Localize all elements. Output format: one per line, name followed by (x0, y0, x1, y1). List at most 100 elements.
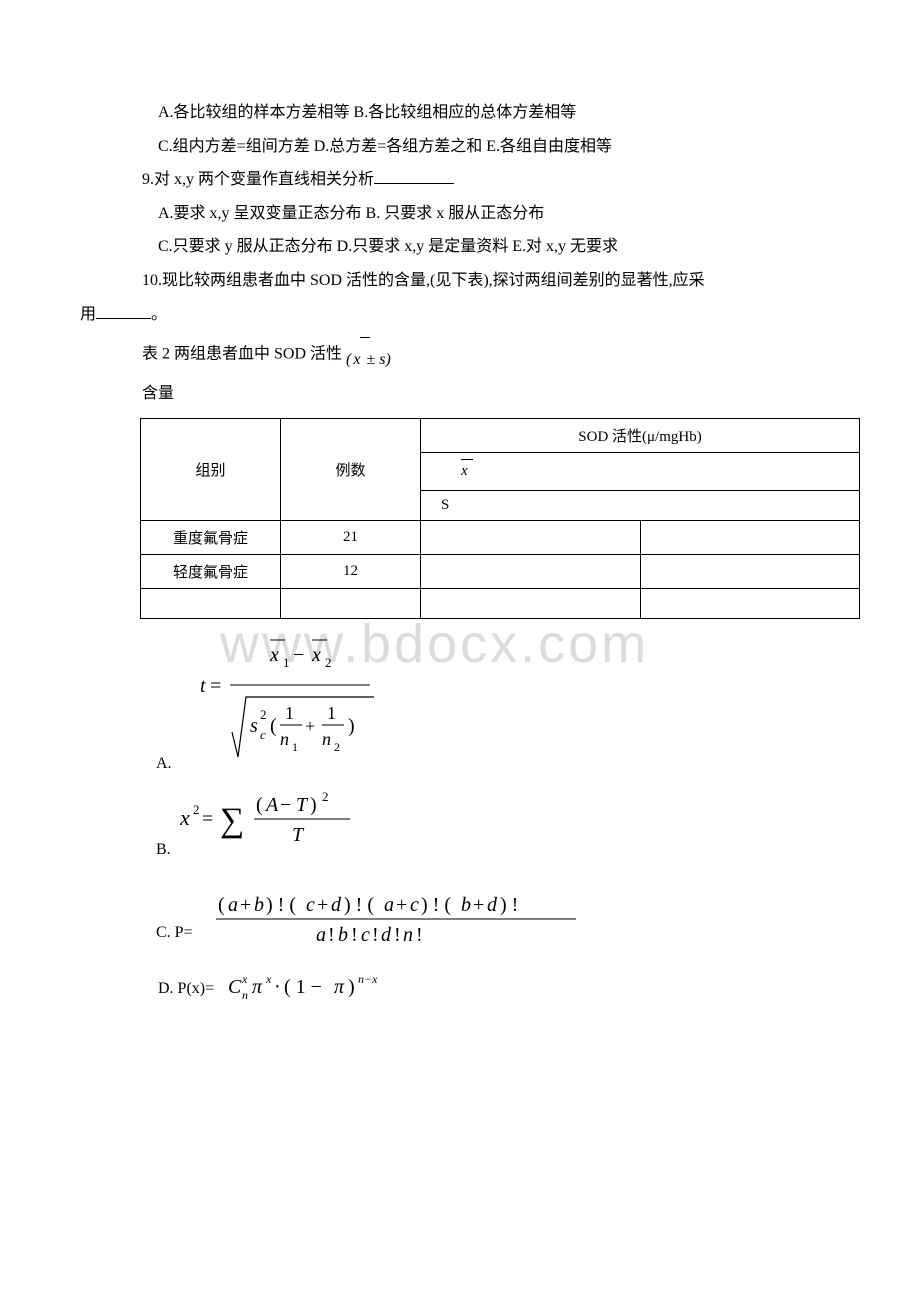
col-group-header: 组别 (141, 419, 281, 521)
svg-text:=: = (210, 675, 221, 697)
svg-text:+: + (240, 894, 251, 916)
q10-stem-line1: 10.现比较两组患者血中 SOD 活性的含量,(见下表),探讨两组间差别的显著性… (80, 268, 840, 294)
svg-text:n: n (322, 729, 331, 749)
svg-text:b: b (461, 894, 471, 916)
empty-cell (421, 589, 641, 619)
svg-text:a: a (228, 894, 238, 916)
xbar-header: x (421, 453, 860, 491)
svg-text:!: ! (416, 924, 423, 946)
q10-content-label: 含量 (80, 381, 840, 407)
option-b-formula: B. x 2 = ∑ ( A − T ) 2 T (180, 789, 840, 859)
svg-text:n: n (242, 988, 248, 1002)
row1-xbar (421, 521, 641, 555)
option-b-label: B. (156, 841, 171, 859)
option-a-label: A. (156, 755, 172, 773)
svg-text:s: s (250, 715, 258, 737)
q10-table-title-text: 表 2 两组患者血中 SOD 活性 (142, 346, 342, 363)
svg-text:A: A (264, 794, 279, 816)
svg-text:d: d (381, 924, 392, 946)
svg-text:2: 2 (193, 802, 200, 817)
svg-text:+: + (396, 894, 407, 916)
svg-text:2: 2 (260, 707, 267, 722)
table-row: 重度氟骨症 21 (141, 521, 860, 555)
svg-text:D. P(x)=: D. P(x)= (158, 980, 214, 997)
q9-option-cde: C.只要求 y 服从正态分布 D.只要求 x,y 是定量资料 E.对 x,y 无… (80, 234, 840, 260)
svg-text:( 1 −: ( 1 − (284, 976, 322, 998)
svg-text:C: C (228, 976, 242, 998)
q10-period: 。 (151, 306, 167, 323)
svg-text:1: 1 (283, 655, 290, 670)
svg-text:): ) (310, 794, 317, 816)
svg-text:!: ! (351, 924, 358, 946)
svg-text:x: x (241, 972, 248, 986)
svg-text:x: x (269, 644, 279, 666)
empty-cell (641, 589, 860, 619)
table-header-row1: 组别 例数 SOD 活性(μ/mgHb) (141, 419, 860, 453)
svg-text:) ! (: ) ! ( (421, 894, 451, 916)
svg-text:!: ! (394, 924, 401, 946)
svg-text:x: x (180, 805, 190, 830)
svg-text:) !: ) ! (500, 894, 518, 916)
fisher-exact-formula-svg: C. P= ( a + b ) ! ( c + d ) ! ( a + c ) … (156, 889, 586, 949)
svg-text:): ) (348, 715, 355, 737)
q9-stem-text: 9.对 x,y 两个变量作直线相关分析 (142, 171, 374, 188)
empty-cell (281, 589, 421, 619)
option-c-formula: C. P= ( a + b ) ! ( c + d ) ! ( a + c ) … (156, 889, 840, 954)
q10-table-title: 表 2 两组患者血中 SOD 活性 (x ± s) (80, 337, 840, 373)
svg-text:(: ( (270, 715, 277, 737)
svg-text:x: x (311, 644, 321, 666)
svg-text:a: a (384, 894, 394, 916)
q9-blank (374, 168, 454, 184)
svg-text:−: − (293, 644, 304, 666)
svg-text:(: ( (256, 794, 263, 816)
q8-option-cde: C.组内方差=组间方差 D.总方差=各组方差之和 E.各组自由度相等 (80, 134, 840, 160)
svg-text:c: c (260, 727, 266, 742)
s-header: S (421, 491, 860, 521)
svg-text:): ) (348, 976, 355, 998)
svg-text:n: n (280, 729, 289, 749)
svg-text:1: 1 (285, 703, 294, 723)
q10-stem-suffix: 用 (80, 306, 96, 323)
svg-text:+: + (473, 894, 484, 916)
q10-blank (96, 303, 151, 319)
svg-text:b: b (338, 924, 348, 946)
t-test-formula-svg: t = x 1 − x 2 s 2 c ( 1 n 1 + 1 n 2 ) (180, 637, 400, 777)
sod-table: 组别 例数 SOD 活性(μ/mgHb) x S 重度氟骨症 21 轻度氟骨症 … (140, 418, 860, 619)
svg-text:∑: ∑ (220, 802, 244, 839)
svg-text:a: a (316, 924, 326, 946)
svg-text:(: ( (218, 894, 225, 916)
q9-option-ab: A.要求 x,y 呈双变量正态分布 B. 只要求 x 服从正态分布 (80, 201, 840, 227)
binomial-formula-svg: D. P(x)= C x n π x · ( 1 − π ) n−x (158, 969, 458, 1005)
q9-stem: 9.对 x,y 两个变量作直线相关分析 (80, 167, 840, 193)
xbar-plus-minus-s: (x ± s) (346, 337, 391, 373)
row1-n: 21 (281, 521, 421, 555)
svg-text:π: π (334, 976, 345, 998)
svg-text:=: = (202, 808, 213, 830)
svg-text:π: π (252, 976, 263, 998)
svg-text:x: x (265, 972, 272, 986)
svg-text:) ! (: ) ! ( (344, 894, 374, 916)
svg-text:c: c (361, 924, 370, 946)
svg-text:n: n (403, 924, 413, 946)
table-row: 轻度氟骨症 12 (141, 555, 860, 589)
row2-s (641, 555, 860, 589)
svg-text:T: T (292, 824, 305, 846)
svg-text:d: d (331, 894, 342, 916)
row1-group: 重度氟骨症 (141, 521, 281, 555)
row2-group: 轻度氟骨症 (141, 555, 281, 589)
xbar-symbol: x (461, 463, 468, 479)
row2-xbar (421, 555, 641, 589)
svg-text:b: b (254, 894, 264, 916)
svg-text:n−x: n−x (358, 972, 378, 986)
svg-text:) ! (: ) ! ( (266, 894, 296, 916)
svg-text:2: 2 (322, 789, 329, 804)
svg-text:·: · (274, 976, 281, 998)
svg-text:2: 2 (325, 655, 332, 670)
svg-text:c: c (410, 894, 419, 916)
col-sod-header: SOD 活性(μ/mgHb) (421, 419, 860, 453)
svg-text:t: t (200, 675, 206, 697)
q10-stem-line2: 用。 (80, 302, 840, 328)
svg-text:+: + (317, 894, 328, 916)
col-n-header: 例数 (281, 419, 421, 521)
svg-text:!: ! (328, 924, 335, 946)
